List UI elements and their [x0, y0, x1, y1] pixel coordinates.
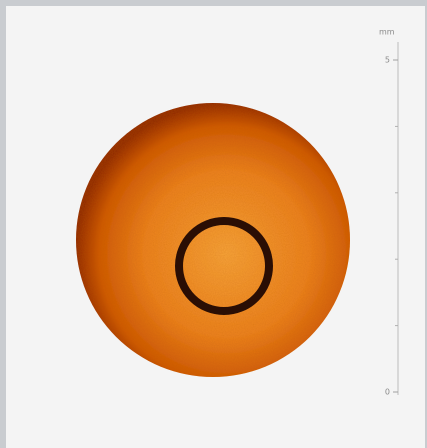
tick-label: 5 [385, 56, 390, 65]
scale-unit: mm [379, 28, 395, 37]
tick-label: 0 [385, 388, 390, 397]
scale-ticks: 05 [385, 56, 398, 397]
ring [175, 217, 273, 315]
specimen-disc [76, 103, 350, 377]
